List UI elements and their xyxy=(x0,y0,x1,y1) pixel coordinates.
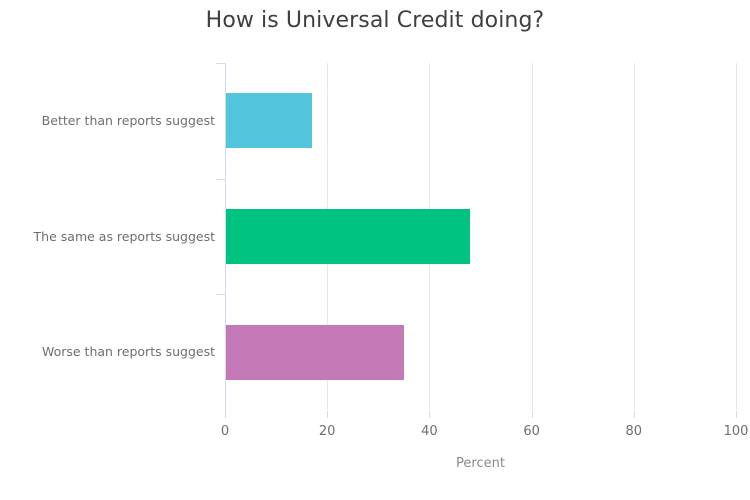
x-axis-label: Percent xyxy=(456,456,505,471)
x-axis-tick xyxy=(633,411,635,418)
x-axis-tick xyxy=(429,411,431,418)
category-label-1: The same as reports suggest xyxy=(33,228,215,244)
category-labels: Better than reports suggest The same as r… xyxy=(0,63,215,410)
x-axis-tick-label: 20 xyxy=(318,424,336,439)
gridline xyxy=(736,63,737,410)
x-axis-tick-label: 0 xyxy=(220,424,230,439)
x-axis-tick-label: 40 xyxy=(421,424,438,439)
x-axis-tick xyxy=(327,411,329,418)
chart-title: How is Universal Credit doing? xyxy=(205,8,545,33)
y-axis-tick xyxy=(216,178,225,180)
x-axis-tick-label: 60 xyxy=(523,424,540,439)
category-label-0: Better than reports suggest xyxy=(41,112,215,128)
x-axis-tick-label: 80 xyxy=(625,424,643,439)
x-axis-tick xyxy=(225,411,226,418)
y-axis-tick xyxy=(216,63,225,64)
y-axis-tick xyxy=(216,294,225,296)
x-axis-tick xyxy=(531,411,533,418)
bar-0[interactable] xyxy=(225,93,312,149)
bar-2[interactable] xyxy=(225,324,404,380)
y-axis-spine xyxy=(225,63,226,411)
plot-area xyxy=(225,63,737,410)
gridline xyxy=(633,63,635,410)
bar-1[interactable] xyxy=(225,209,471,264)
x-axis-tick xyxy=(736,411,737,418)
gridline xyxy=(531,63,533,410)
x-axis-tick-label: 100 xyxy=(723,424,749,439)
category-label-2: Worse than reports suggest xyxy=(41,344,215,360)
